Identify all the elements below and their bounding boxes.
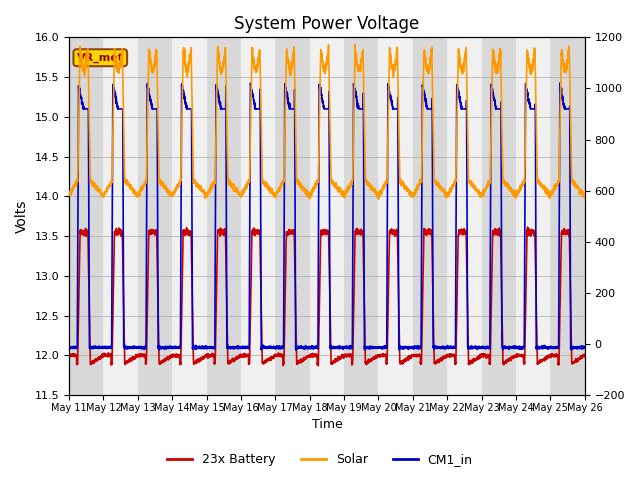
Bar [275,37,310,395]
Bar [550,37,585,395]
Bar [138,37,172,395]
Legend: 23x Battery, Solar, CM1_in: 23x Battery, Solar, CM1_in [163,448,477,471]
Bar [413,37,447,395]
Bar [104,37,138,395]
Bar [344,37,378,395]
Bar [447,37,482,395]
Bar [207,37,241,395]
Y-axis label: Volts: Volts [15,200,29,233]
Bar [482,37,516,395]
Bar [516,37,550,395]
Bar [241,37,275,395]
Bar [310,37,344,395]
Bar [69,37,104,395]
X-axis label: Time: Time [312,419,342,432]
Bar [378,37,413,395]
Title: System Power Voltage: System Power Voltage [234,15,420,33]
Text: VR_met: VR_met [77,53,124,63]
Bar [172,37,207,395]
